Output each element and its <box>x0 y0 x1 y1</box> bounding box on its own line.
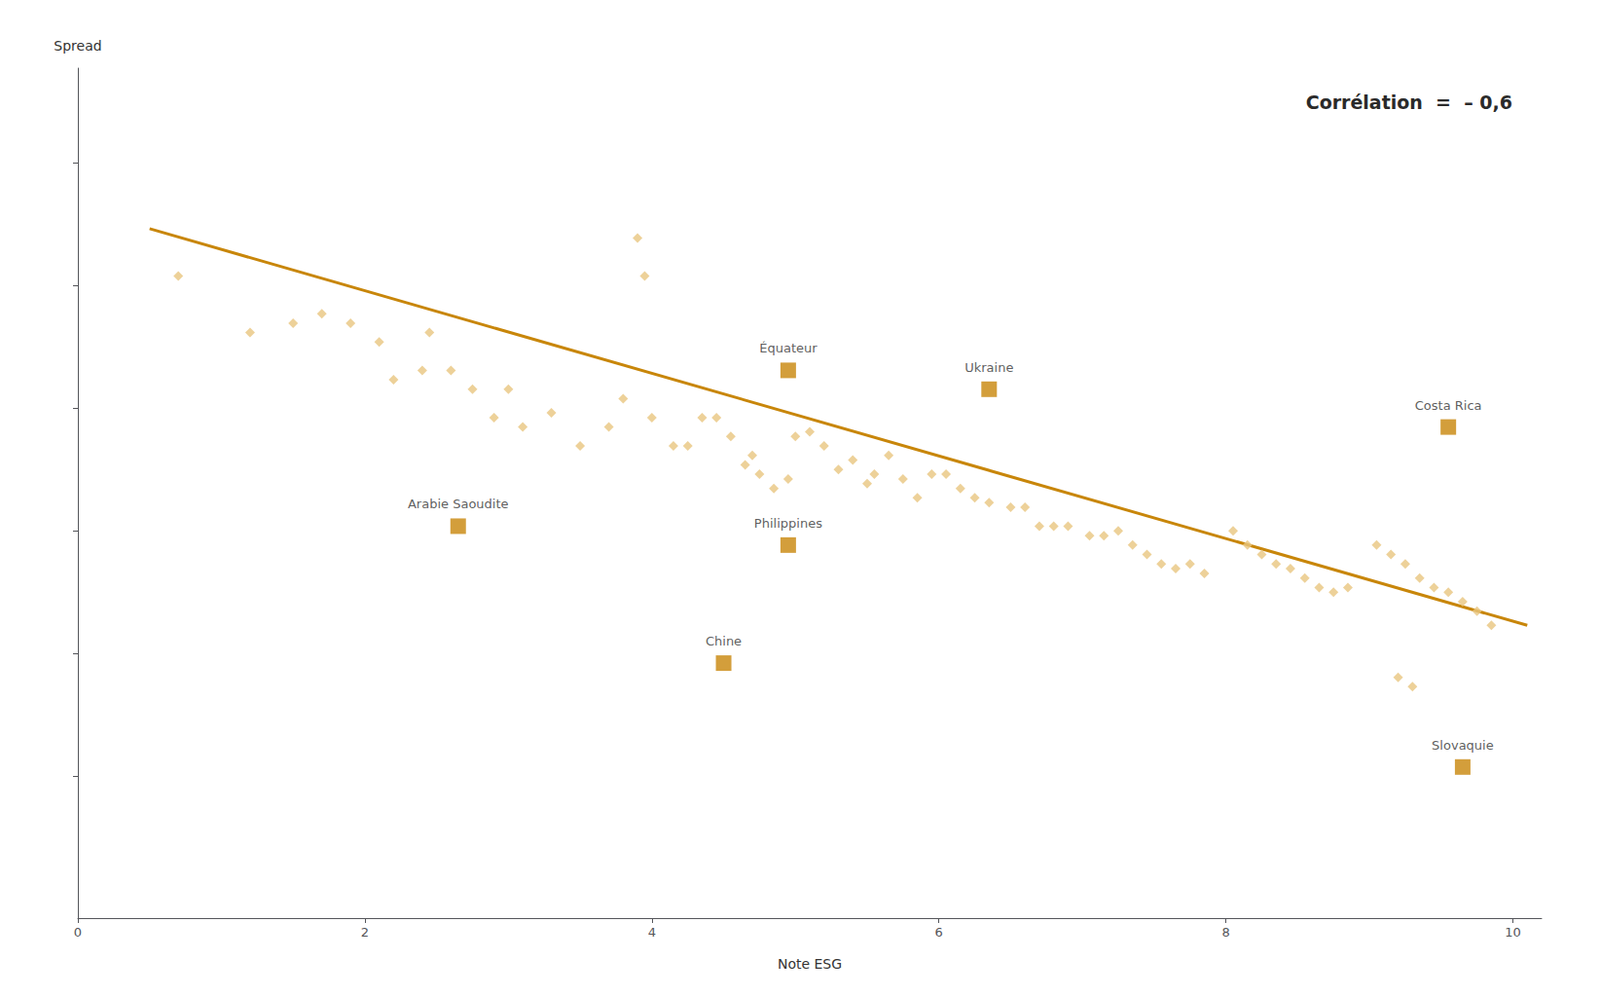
svg-text:Arabie Saoudite: Arabie Saoudite <box>407 496 510 511</box>
svg-text:Corrélation = – 0,6: Corrélation = – 0,6 <box>1306 91 1513 113</box>
svg-text:Slovaquie: Slovaquie <box>1431 737 1494 753</box>
svg-text:2: 2 <box>361 924 369 940</box>
svg-text:Philippines: Philippines <box>754 515 823 531</box>
svg-text:Ukraine: Ukraine <box>964 360 1014 375</box>
svg-text:8: 8 <box>1221 924 1230 940</box>
svg-text:Équateur: Équateur <box>759 340 818 356</box>
svg-text:Note ESG: Note ESG <box>777 955 842 972</box>
svg-text:10: 10 <box>1504 924 1522 940</box>
svg-text:0: 0 <box>73 924 82 940</box>
svg-text:6: 6 <box>935 924 944 940</box>
svg-text:Spread: Spread <box>53 37 102 54</box>
svg-text:Costa Rica: Costa Rica <box>1415 398 1483 413</box>
svg-text:Chine: Chine <box>705 633 742 649</box>
svg-text:4: 4 <box>648 924 656 940</box>
